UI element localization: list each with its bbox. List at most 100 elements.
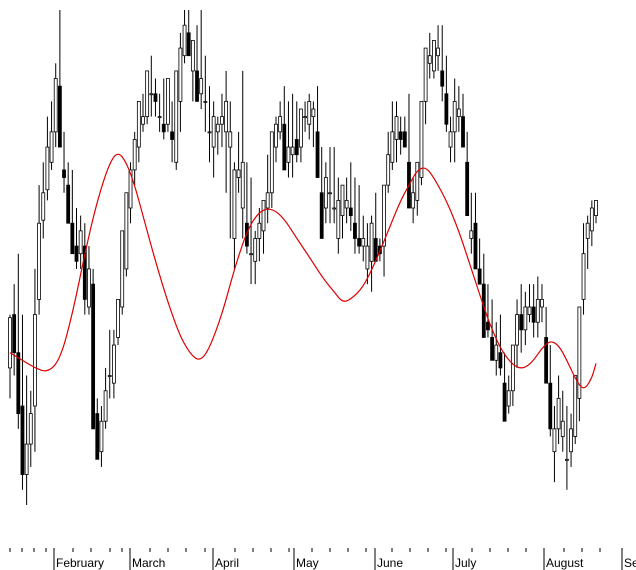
candle [220, 93, 224, 148]
candle [265, 154, 270, 224]
candle-body-up [311, 108, 316, 118]
candle [174, 70, 179, 170]
candle [132, 131, 137, 186]
candle [203, 55, 208, 132]
candle-body-up [203, 100, 208, 103]
candle [112, 329, 116, 399]
candle [373, 192, 378, 262]
candle [365, 223, 370, 285]
candle [136, 100, 141, 163]
candle-body-down [440, 70, 445, 87]
candle [149, 55, 154, 117]
candle-body-up [87, 268, 91, 308]
candle-body-up [141, 116, 145, 125]
candle-body-up [573, 375, 578, 437]
candle [299, 108, 303, 163]
candle [141, 93, 145, 132]
candle-body-up [510, 344, 515, 392]
candle [323, 162, 328, 224]
candle [178, 32, 183, 132]
candle [16, 253, 21, 429]
candle-body-up [456, 108, 461, 118]
x-tick-label-april: April [215, 556, 239, 570]
candle-body-up [269, 131, 274, 194]
candle [436, 25, 440, 71]
candle-body-up [527, 306, 532, 316]
candle [8, 314, 12, 399]
candle-body-up [415, 161, 420, 201]
candle [303, 101, 307, 132]
x-axis: February March April May June July Augus… [9, 548, 636, 570]
candle [282, 86, 287, 171]
candle-body-up [124, 192, 129, 270]
candle-body-down [74, 245, 79, 262]
candle [594, 199, 598, 224]
candle-body-down [186, 32, 191, 57]
candle-body-up [382, 184, 386, 247]
candle [82, 223, 87, 315]
candle-body-up [369, 222, 374, 262]
candle [357, 185, 362, 254]
candle-body-down [548, 382, 553, 430]
candle [398, 116, 403, 155]
candle-body-up [24, 443, 29, 475]
candle [257, 208, 262, 262]
candle-body-up [240, 161, 245, 209]
candle [66, 162, 71, 224]
candle [99, 406, 104, 467]
candle-body-down [519, 314, 524, 331]
candle [157, 93, 162, 132]
candle-body-up [265, 192, 270, 209]
candle-body-up [390, 131, 395, 163]
candle-body-up [336, 199, 341, 239]
candle [294, 101, 299, 163]
x-tick-label-may: May [296, 556, 319, 570]
candle [186, 10, 191, 57]
candle-body-up [323, 177, 328, 209]
candle-body-down [66, 184, 71, 224]
candle [124, 192, 129, 277]
candle-body-up [166, 78, 170, 125]
candle [498, 314, 503, 376]
candle-body-up [182, 24, 187, 57]
candle-body-up [149, 93, 154, 96]
candle-body-down [444, 93, 449, 125]
candle-body-up [344, 199, 349, 209]
candle-body-down [353, 222, 357, 239]
candle [577, 306, 582, 422]
candle-body-up [8, 317, 12, 369]
candle [407, 93, 411, 209]
candle [45, 116, 50, 201]
candle [465, 131, 470, 217]
x-tick-label-july: July [455, 556, 476, 570]
candle [527, 284, 532, 323]
candle-body-up [585, 222, 590, 239]
candle [311, 101, 316, 148]
candle-body-up [594, 199, 598, 217]
candle [506, 375, 511, 414]
candle [20, 314, 25, 490]
candle [440, 25, 445, 102]
candle-body-up [199, 78, 204, 95]
candle-body-up [361, 238, 366, 247]
candle-body-up [157, 116, 162, 119]
candle-body-up [411, 192, 416, 209]
candle [494, 322, 499, 376]
candle-body-down [82, 245, 87, 300]
candle [328, 147, 332, 224]
candle [386, 131, 391, 193]
candle-body-down [195, 70, 199, 102]
candle [369, 215, 374, 292]
candle [116, 298, 120, 346]
candle-body-up [523, 306, 528, 331]
candle-body-up [224, 100, 229, 133]
candle [469, 192, 474, 254]
candle-body-down [16, 352, 21, 415]
candle-body-down [282, 123, 287, 171]
candle-body-up [107, 375, 112, 377]
candle-body-up [581, 253, 586, 300]
candle [37, 185, 41, 315]
candle [232, 162, 237, 269]
candle [544, 307, 549, 384]
